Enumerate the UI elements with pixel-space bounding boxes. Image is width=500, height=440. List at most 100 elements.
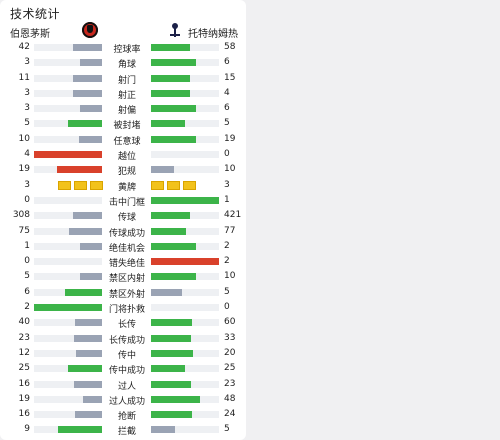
home-stat-bar-track bbox=[34, 89, 102, 97]
stat-label: 禁区外射 bbox=[108, 289, 145, 300]
away-stat-value: 421 bbox=[224, 210, 242, 221]
home-stat-value: 308 bbox=[12, 210, 30, 221]
yellow-card-icon bbox=[58, 180, 71, 190]
home-stat-bar bbox=[34, 151, 102, 159]
home-stat-bar-track bbox=[34, 395, 102, 403]
stat-label: 过人成功 bbox=[108, 396, 145, 407]
home-stat-bar bbox=[76, 349, 102, 357]
home-stat-value: 6 bbox=[24, 286, 30, 297]
home-stat-bar bbox=[79, 273, 102, 281]
stat-label: 错失绝佳 bbox=[108, 259, 145, 270]
home-stat-bar-track bbox=[34, 319, 102, 327]
stat-label: 角球 bbox=[117, 60, 136, 71]
home-stat-bar-track bbox=[34, 365, 102, 373]
stat-row: 16 过人 23 bbox=[0, 377, 246, 392]
home-stat-value: 3 bbox=[24, 179, 30, 190]
away-stat-value: 58 bbox=[224, 42, 236, 52]
away-stat-bar bbox=[151, 380, 192, 388]
away-team-name[interactable]: 托特纳姆热 bbox=[188, 29, 238, 40]
yellow-card-icon bbox=[90, 180, 103, 190]
home-stat-bar bbox=[73, 212, 102, 220]
away-stat-value: 4 bbox=[224, 87, 230, 98]
away-stat-value: 20 bbox=[224, 347, 236, 358]
home-stat-bar bbox=[68, 120, 102, 128]
home-stat-value: 12 bbox=[18, 347, 30, 358]
stat-row: 75 传球成功 77 bbox=[0, 224, 246, 239]
home-stat-value: 11 bbox=[18, 72, 30, 83]
away-stat-bar-track bbox=[151, 288, 219, 296]
stat-label: 传中 bbox=[117, 350, 136, 361]
stat-row: 23 长传成功 33 bbox=[0, 331, 246, 346]
home-yellow-cards bbox=[58, 180, 104, 190]
away-stat-bar-track bbox=[151, 304, 219, 312]
away-stat-bar-track bbox=[151, 242, 219, 250]
stat-label: 传中成功 bbox=[108, 366, 145, 377]
away-stat-bar bbox=[151, 349, 194, 357]
home-stat-value: 1 bbox=[24, 240, 30, 251]
stat-row: 40 长传 60 bbox=[0, 315, 246, 330]
away-stat-bar-track bbox=[151, 426, 219, 434]
home-stat-bar-track bbox=[34, 59, 102, 67]
home-stat-bar-track bbox=[34, 304, 102, 312]
home-stat-bar bbox=[72, 89, 102, 97]
home-stat-bar bbox=[79, 242, 102, 250]
home-stat-bar-track bbox=[34, 135, 102, 143]
yellow-card-icon bbox=[74, 180, 87, 190]
home-stat-bar-track bbox=[34, 258, 102, 266]
away-stat-value: 2 bbox=[224, 240, 230, 251]
stat-row: 9 拦截 5 bbox=[0, 422, 246, 437]
away-stat-value: 10 bbox=[224, 271, 236, 282]
away-stat-value: 0 bbox=[224, 302, 230, 313]
home-stat-value: 4 bbox=[24, 149, 30, 160]
away-stat-bar-track bbox=[151, 349, 219, 357]
away-stat-bar-track bbox=[151, 212, 219, 220]
away-stat-bar bbox=[151, 426, 176, 434]
away-stat-bar-track bbox=[151, 380, 219, 388]
away-stat-value: 5 bbox=[224, 286, 230, 297]
stat-label: 射偏 bbox=[117, 106, 136, 117]
tottenham-badge-icon[interactable] bbox=[168, 22, 182, 38]
home-stat-bar-track bbox=[34, 411, 102, 419]
stat-row: 0 击中门框 1 bbox=[0, 193, 246, 208]
away-stat-value: 6 bbox=[224, 103, 230, 114]
home-stat-value: 23 bbox=[18, 332, 30, 343]
home-stat-bar bbox=[82, 395, 102, 403]
away-stat-bar-track bbox=[151, 273, 219, 281]
home-stat-bar-track bbox=[34, 334, 102, 342]
stat-row: 3 角球 6 bbox=[0, 55, 246, 70]
away-stat-value: 2 bbox=[224, 256, 230, 267]
home-stat-bar bbox=[34, 304, 102, 312]
stat-row: 10 任意球 19 bbox=[0, 132, 246, 147]
away-stat-bar bbox=[151, 242, 196, 250]
home-team-name[interactable]: 伯恩茅斯 bbox=[10, 29, 50, 40]
home-stat-bar bbox=[79, 105, 102, 113]
home-stat-bar bbox=[74, 319, 102, 327]
home-stat-value: 2 bbox=[24, 302, 30, 313]
home-stat-bar bbox=[58, 426, 102, 434]
home-stat-value: 25 bbox=[18, 363, 30, 374]
stat-label: 越位 bbox=[117, 152, 136, 163]
stat-label: 抢断 bbox=[117, 412, 136, 423]
away-stat-bar-track bbox=[151, 120, 219, 128]
home-stat-value: 3 bbox=[24, 103, 30, 114]
home-stat-value: 75 bbox=[18, 225, 30, 236]
stat-row: 5 被封堵 5 bbox=[0, 116, 246, 131]
away-stat-bar-track bbox=[151, 166, 219, 174]
away-stat-bar-track bbox=[151, 319, 219, 327]
home-stat-bar-track bbox=[34, 426, 102, 434]
home-stat-value: 0 bbox=[24, 256, 30, 267]
stat-label: 射正 bbox=[117, 90, 136, 101]
away-stat-bar bbox=[151, 227, 186, 235]
home-stat-bar bbox=[74, 334, 102, 342]
away-stat-bar bbox=[151, 288, 182, 296]
away-stat-bar bbox=[151, 135, 196, 143]
stat-label: 任意球 bbox=[113, 136, 141, 147]
away-stat-bar bbox=[151, 319, 192, 327]
bournemouth-badge-icon[interactable] bbox=[82, 22, 98, 38]
away-stat-bar-track bbox=[151, 135, 219, 143]
home-stat-bar bbox=[64, 288, 102, 296]
home-stat-bar-track bbox=[34, 273, 102, 281]
away-yellow-cards bbox=[151, 180, 197, 190]
home-stat-value: 10 bbox=[18, 133, 30, 144]
stat-label: 长传成功 bbox=[108, 335, 145, 346]
